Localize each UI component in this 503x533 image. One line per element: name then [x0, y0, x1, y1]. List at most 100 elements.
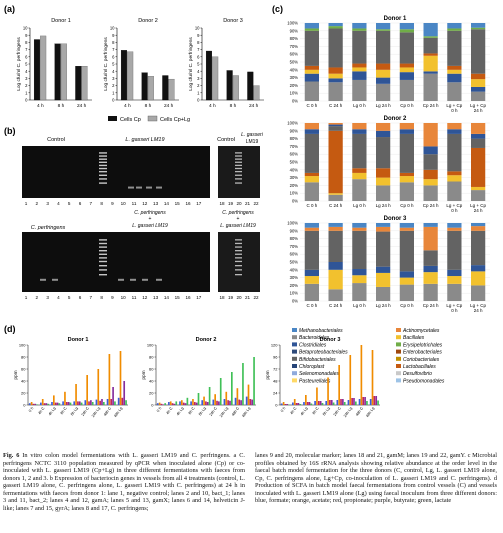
x-tick-label: 0 h — [451, 308, 458, 313]
lane-number: 3 — [46, 201, 49, 206]
x-tick-label: Cp 0 h — [400, 303, 414, 308]
legend-label: Betaproteobacteriales — [299, 350, 348, 356]
bar — [54, 43, 61, 101]
bar — [81, 66, 88, 101]
stacked-segment — [328, 23, 343, 27]
stacked-segment — [399, 284, 414, 301]
x-tick-label: C 24 h — [329, 103, 343, 108]
legend-label: Actinomycetales — [402, 328, 440, 334]
bar — [377, 400, 379, 405]
y-tick-label: 6 — [197, 54, 200, 59]
stacked-segment — [376, 29, 391, 31]
lane-number: 12 — [142, 295, 148, 300]
bar — [362, 397, 365, 405]
y-tick-label: 96 — [273, 355, 278, 360]
panel-b-label: (b) — [4, 126, 16, 136]
bar — [251, 399, 254, 405]
x-tick-label: C 24 h — [329, 303, 343, 308]
bar — [190, 401, 192, 405]
ladder-band — [99, 182, 107, 184]
bar — [236, 388, 239, 405]
chart-a-ylabel: Log cfu/ml C. perfringens — [16, 37, 22, 91]
gel-band — [40, 278, 46, 281]
stacked-segment — [376, 226, 391, 232]
y-tick-label: 0 — [25, 98, 28, 103]
bar — [114, 401, 116, 405]
legend-label: Chloroplast — [299, 364, 325, 370]
bar — [120, 50, 127, 101]
stacked-segment — [376, 286, 391, 301]
bar — [342, 399, 344, 405]
x-tick-label: 24 h — [164, 103, 174, 109]
bar — [212, 399, 215, 405]
legend-label: Selenomonadales — [299, 371, 340, 377]
bar — [216, 400, 218, 405]
ladder-band — [235, 170, 242, 173]
x-tick-label: 24 h — [77, 103, 87, 109]
bar — [288, 404, 290, 405]
bar — [366, 401, 368, 405]
stacked-segment — [423, 123, 438, 147]
bar — [205, 50, 212, 101]
stacked-segment — [447, 23, 462, 29]
y-tick-label: 120 — [271, 343, 278, 348]
stacked-segment — [471, 265, 486, 272]
stacked-segment — [328, 67, 343, 74]
gel-label-plus: + — [149, 216, 152, 222]
ladder-band — [235, 155, 242, 157]
stacked-segment — [447, 269, 462, 277]
panel-a-legend: Cells Cp Cells Cp+Lg — [108, 115, 190, 123]
stacked-segment — [447, 30, 462, 66]
bar — [156, 403, 159, 405]
stacked-segment — [352, 172, 367, 180]
x-tick-label: C 0 h — [306, 103, 317, 108]
y-tick-label: 6 — [112, 54, 115, 59]
stacked-segment — [304, 283, 319, 301]
stacked-segment — [352, 275, 367, 284]
bar — [226, 70, 233, 101]
gel-label-cperf2: C. perfringens — [222, 210, 254, 216]
stacked-segment — [304, 172, 319, 177]
figure-caption: Fig. 6 In vitro colon model fermentation… — [3, 452, 500, 532]
ladder-band — [99, 161, 107, 163]
y-tick-label: 100 — [147, 343, 154, 348]
stacked-segment — [399, 176, 414, 183]
y-tick-label: 0% — [292, 199, 298, 204]
stacked-segment — [376, 266, 391, 273]
stacked-segment — [328, 126, 343, 131]
bar — [56, 402, 59, 405]
ladder-band — [99, 152, 107, 154]
stacked-segment — [447, 223, 462, 228]
bar — [168, 402, 170, 405]
y-tick-label: 0 — [23, 403, 26, 408]
bar — [103, 402, 105, 405]
ladder-band — [99, 239, 107, 241]
stacked-segment — [471, 223, 486, 227]
lane-number: 19 — [228, 295, 234, 300]
stacked-segment — [352, 28, 367, 31]
bar — [325, 401, 328, 405]
stacked-segment — [447, 181, 462, 201]
y-tick-label: 0 — [112, 98, 115, 103]
bar — [162, 404, 165, 405]
stacked-segment — [423, 53, 438, 56]
x-tick-label: 0 h — [451, 208, 458, 213]
bar — [208, 387, 211, 405]
bar — [32, 403, 35, 405]
bar — [101, 399, 103, 405]
stacked-segment — [304, 129, 319, 134]
bar — [355, 401, 357, 405]
x-tick-label: 8 h — [230, 103, 237, 109]
lane-number: 20 — [236, 201, 242, 206]
stacked-segment — [399, 223, 414, 228]
bar — [219, 378, 222, 405]
stacked-segment — [423, 169, 438, 180]
stacked-segment — [352, 129, 367, 134]
y-tick-label: 10% — [290, 91, 299, 96]
stacked-segment — [423, 283, 438, 301]
stacked-segment — [399, 277, 414, 285]
bar — [108, 354, 111, 405]
bar — [33, 39, 40, 101]
ladder-band — [235, 152, 242, 154]
stacked-segment — [447, 28, 462, 31]
